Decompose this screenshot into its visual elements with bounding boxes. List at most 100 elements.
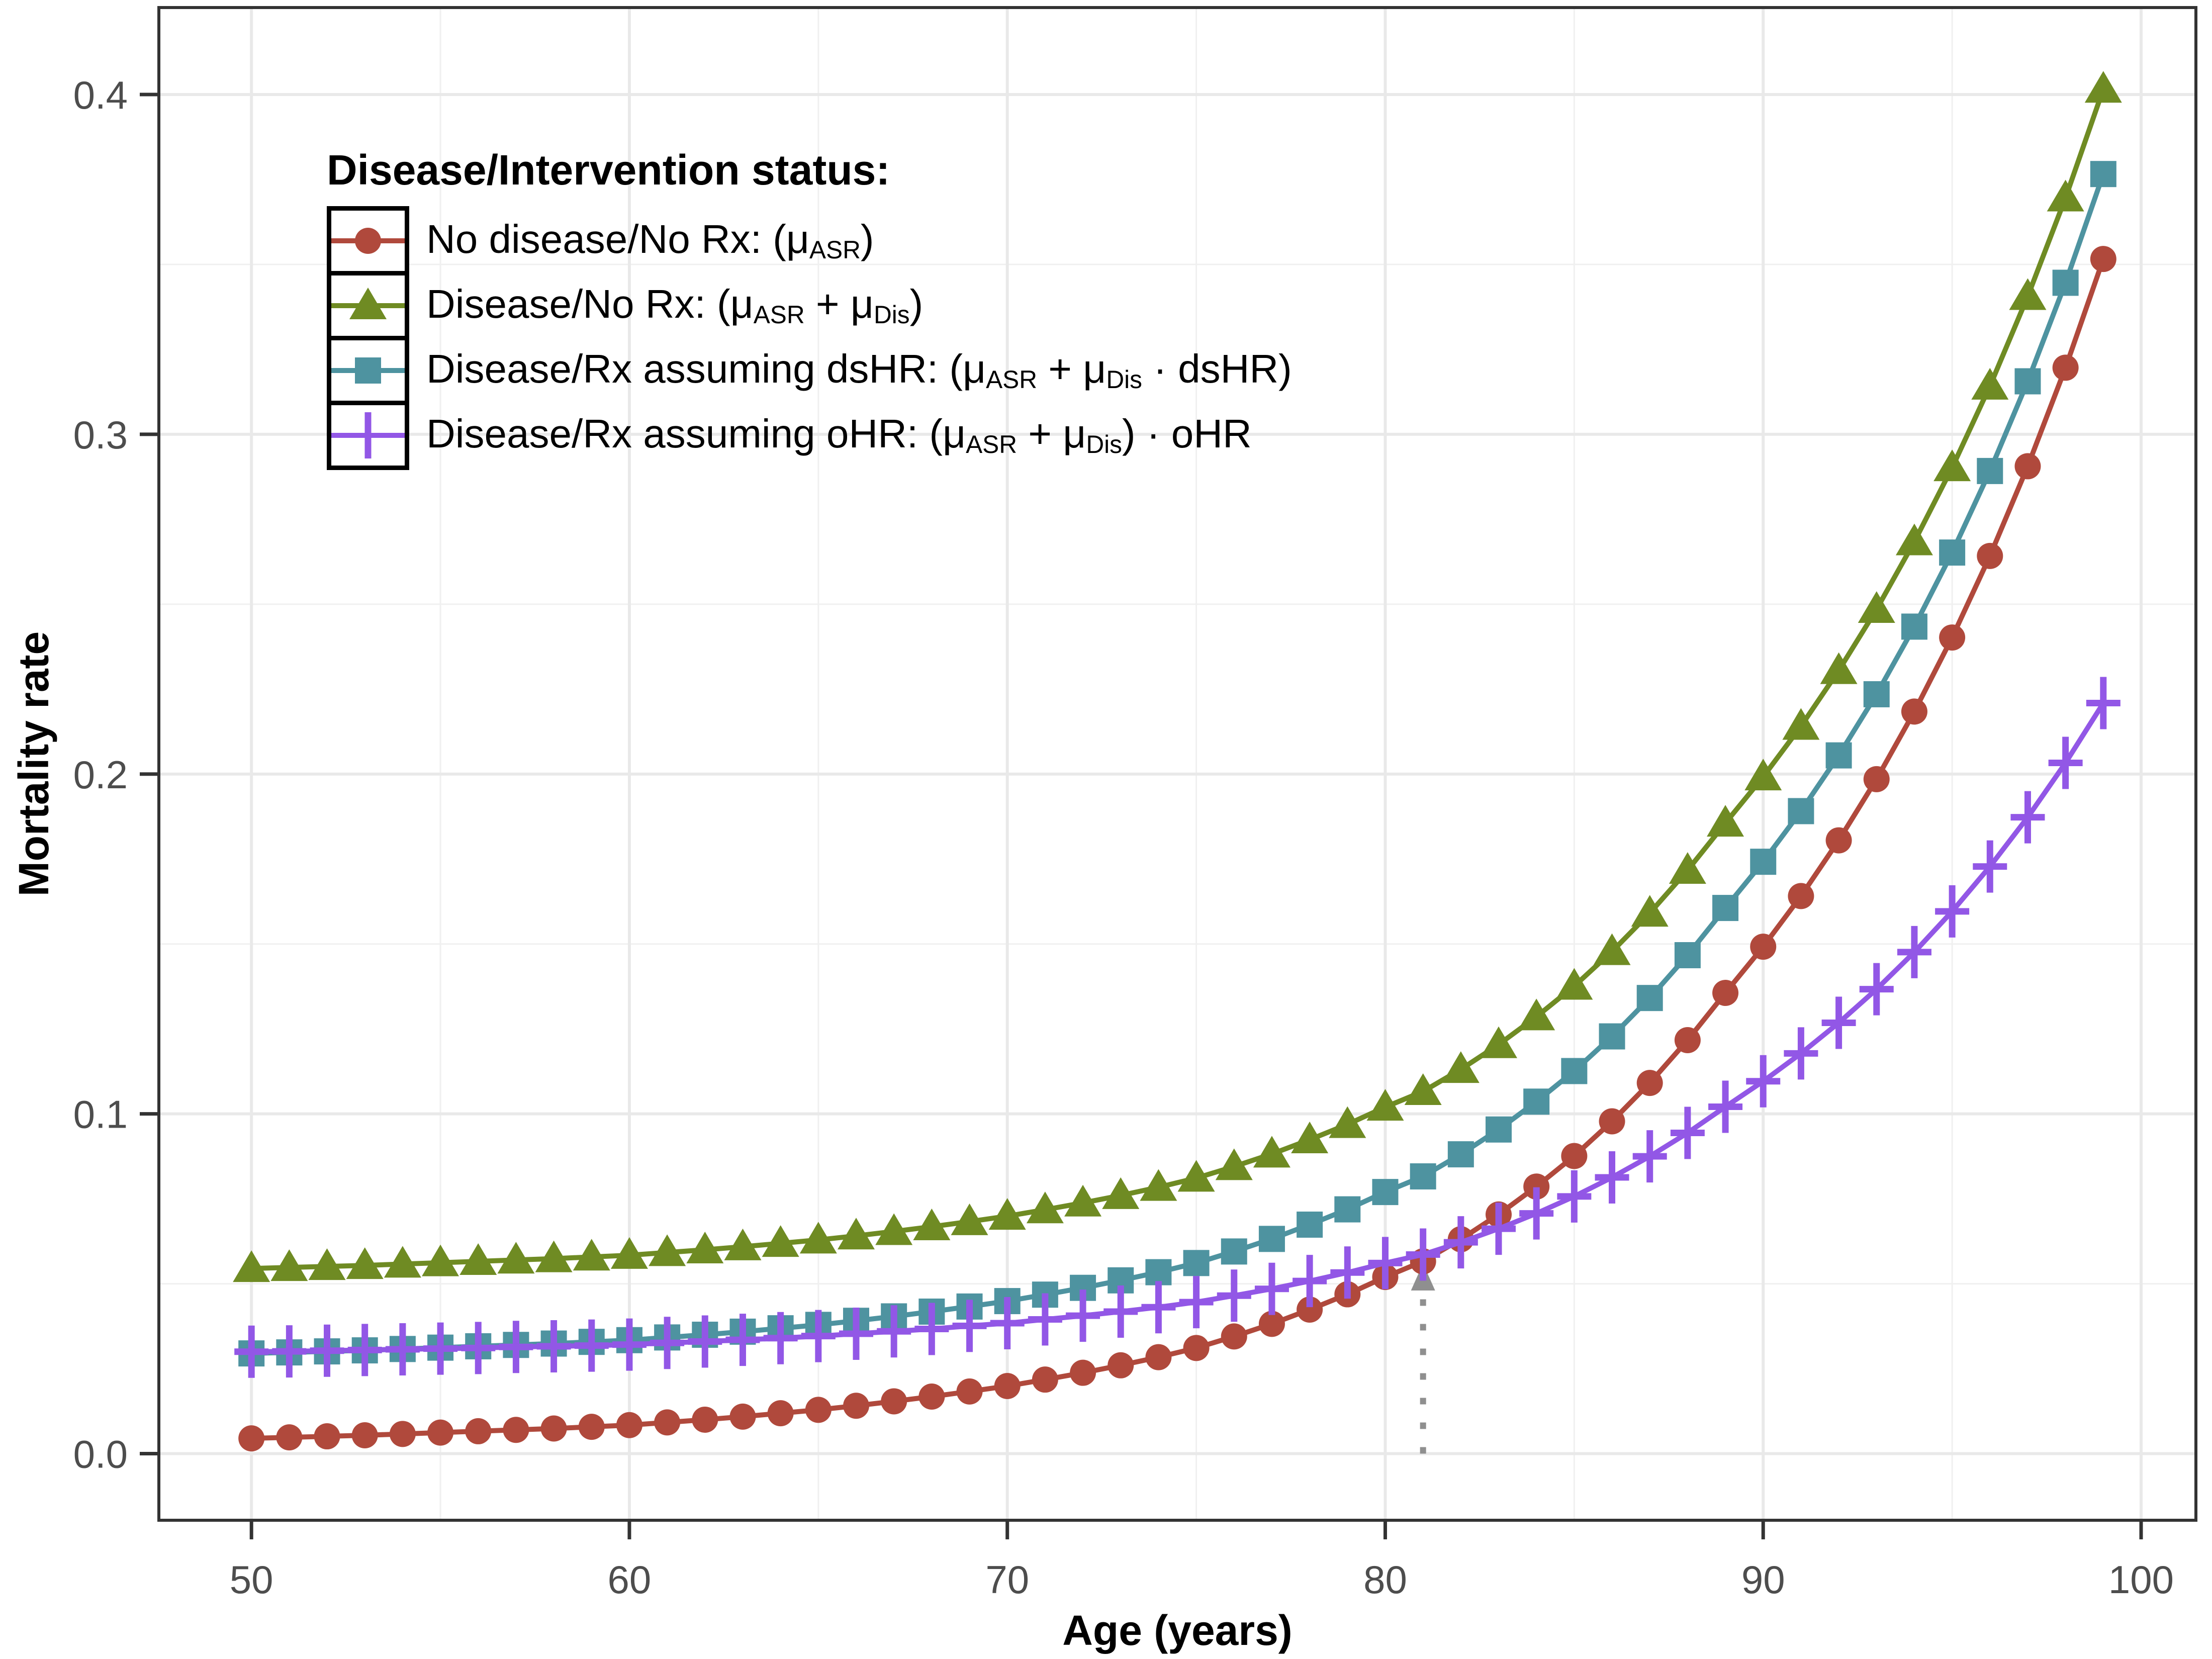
- legend-label-no-disease-no-rx: No disease/No Rx: (μASR): [409, 219, 874, 263]
- series-disease-no-rx-marker: [308, 1248, 346, 1280]
- legend-label-subscript: ASR: [986, 365, 1038, 394]
- series-disease-rx-dshr-marker: [1939, 539, 1966, 566]
- series-no-disease-no-rx-marker: [427, 1419, 454, 1446]
- legend-items: No disease/No Rx: (μASR) Disease/No Rx: (…: [327, 206, 1292, 471]
- series-disease-no-rx-marker: [573, 1239, 610, 1271]
- series-disease-no-rx-marker: [346, 1247, 384, 1279]
- series-disease-no-rx-marker: [1707, 805, 1744, 837]
- series-disease-rx-dshr-marker: [1977, 457, 2003, 484]
- series-disease-no-rx-marker: [384, 1246, 421, 1278]
- legend-label-text: ): [860, 217, 874, 262]
- series-disease-rx-dshr-marker: [1750, 849, 1777, 875]
- series-disease-no-rx-marker: [1669, 852, 1706, 884]
- series-no-disease-no-rx-marker: [956, 1378, 983, 1405]
- series-disease-rx-dshr-marker: [1825, 742, 1852, 769]
- legend-label-subscript: ASR: [966, 430, 1018, 459]
- series-no-disease-no-rx-marker: [1599, 1108, 1625, 1135]
- legend-title: Disease/Intervention status:: [327, 146, 890, 194]
- legend-item-no-disease-no-rx: No disease/No Rx: (μASR): [327, 206, 1292, 276]
- series-disease-rx-dshr-marker: [1599, 1023, 1625, 1050]
- series-no-disease-no-rx-marker: [1145, 1344, 1172, 1370]
- series-no-disease-no-rx-marker: [1032, 1366, 1058, 1393]
- legend-key-plus-icon: [327, 401, 409, 471]
- series-no-disease-no-rx-marker: [767, 1400, 794, 1427]
- series-disease-rx-dshr-marker: [1410, 1163, 1436, 1190]
- legend-label-subscript: Dis: [1086, 430, 1122, 459]
- series-disease-rx-dshr-marker: [1485, 1116, 1512, 1143]
- series-disease-rx-dshr-marker: [1221, 1238, 1247, 1265]
- series-no-disease-no-rx-marker: [1674, 1027, 1701, 1053]
- legend-label-subscript: ASR: [809, 236, 861, 264]
- legend-label-text: Disease/Rx assuming dsHR: (: [426, 346, 963, 392]
- series-disease-no-rx-marker: [2009, 278, 2047, 310]
- series-disease-rx-dshr-marker: [1561, 1058, 1588, 1084]
- legend-label-subscript: Dis: [1106, 365, 1142, 394]
- series-disease-rx-dshr-marker: [2014, 368, 2041, 395]
- legend-label-text: Disease/Rx assuming oHR: (: [426, 411, 943, 456]
- series-no-disease-no-rx-marker: [238, 1425, 265, 1452]
- y-axis-title: Mortality rate: [10, 631, 57, 896]
- series-no-disease-no-rx-marker: [1561, 1143, 1588, 1169]
- series-no-disease-no-rx-marker: [1901, 698, 1927, 725]
- legend-label-subscript: ASR: [753, 301, 805, 329]
- series-no-disease-no-rx-marker: [1258, 1311, 1285, 1337]
- series-disease-no-rx-marker: [1971, 367, 2009, 400]
- legend-label-text: ) · oHR: [1122, 411, 1252, 456]
- y-tick-label: 0.4: [73, 73, 128, 117]
- triangle-marker-icon: [349, 288, 387, 320]
- series-no-disease-no-rx-marker: [1750, 934, 1777, 960]
- legend-label-text: ): [909, 282, 924, 327]
- legend-key-circle-icon: [327, 206, 409, 276]
- series-disease-no-rx-marker: [233, 1250, 270, 1282]
- series-disease-no-rx-marker: [535, 1240, 573, 1272]
- series-no-disease-no-rx-marker: [2052, 354, 2079, 381]
- series-disease-no-rx-marker: [762, 1225, 799, 1257]
- series-no-disease-no-rx-marker: [503, 1417, 529, 1443]
- series-disease-no-rx-marker: [799, 1222, 837, 1254]
- x-tick-label: 60: [608, 1557, 652, 1602]
- series-no-disease-no-rx-marker: [1221, 1323, 1247, 1350]
- series-no-disease-no-rx-marker: [1712, 980, 1739, 1006]
- series-disease-rx-dshr-marker: [1636, 985, 1663, 1011]
- series-disease-no-rx-marker: [422, 1244, 459, 1276]
- series-disease-rx-dshr-marker: [1183, 1250, 1210, 1276]
- x-tick-label: 50: [230, 1557, 273, 1602]
- series-disease-rx-dshr-marker: [2052, 269, 2079, 296]
- legend-label-text: No disease/No Rx: (: [426, 217, 786, 262]
- series-disease-no-rx-marker: [1140, 1169, 1177, 1201]
- series-disease-rx-dshr-marker: [1145, 1259, 1172, 1285]
- circle-marker-icon: [355, 228, 381, 254]
- series-disease-no-rx-marker: [270, 1249, 308, 1281]
- series-disease-no-rx-marker: [1102, 1177, 1140, 1209]
- series-disease-rx-dshr-marker: [1258, 1226, 1285, 1252]
- legend-label-text: μ: [1063, 411, 1086, 456]
- y-tick-label: 0.0: [73, 1432, 128, 1477]
- panel-border: [157, 6, 2197, 1522]
- legend-label-subscript: Dis: [873, 301, 910, 329]
- series-no-disease-no-rx-marker: [692, 1406, 718, 1433]
- series-disease-rx-dshr-marker: [1447, 1141, 1474, 1168]
- series-disease-rx-dshr-marker: [1674, 942, 1701, 969]
- series-no-disease-no-rx-marker: [465, 1418, 492, 1444]
- legend-key-triangle-icon: [327, 271, 409, 341]
- series-no-disease-no-rx-marker: [843, 1393, 870, 1419]
- series-disease-no-rx-marker: [1858, 591, 1895, 623]
- legend-key-square-icon: [327, 336, 409, 406]
- series-disease-no-rx-marker: [1895, 523, 1933, 556]
- y-tick-label: 0.3: [73, 413, 128, 457]
- series-disease-no-rx-marker: [913, 1209, 951, 1241]
- series-no-disease-no-rx-marker: [1636, 1070, 1663, 1096]
- x-tick-label: 70: [985, 1557, 1029, 1602]
- series-disease-no-rx-marker: [1366, 1089, 1404, 1121]
- legend-label-text: μ: [850, 282, 874, 327]
- legend-item-disease-rx-dshr: Disease/Rx assuming dsHR: (μASR + μDis ·…: [327, 336, 1292, 406]
- series-no-disease-no-rx-marker: [1108, 1352, 1134, 1378]
- series-no-disease-no-rx-marker: [2090, 246, 2116, 272]
- series-disease-no-rx-marker: [1518, 998, 1555, 1031]
- series-disease-no-rx-marker: [1291, 1122, 1329, 1154]
- legend: Disease/Intervention status: No disease/…: [327, 146, 1292, 471]
- series-no-disease-no-rx-marker: [276, 1424, 303, 1451]
- legend-label-text: +: [1037, 346, 1083, 392]
- series-no-disease-no-rx-marker: [616, 1412, 642, 1438]
